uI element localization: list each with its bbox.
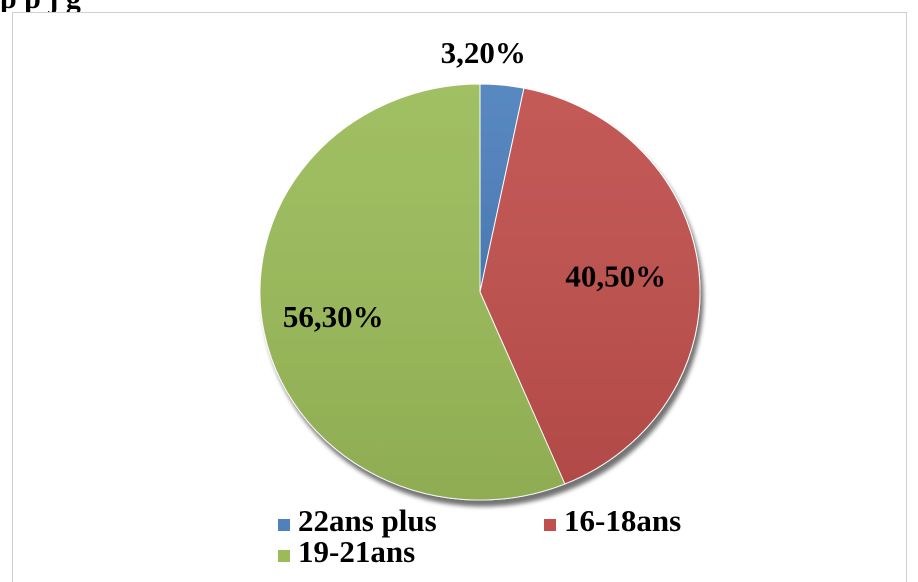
legend-item: 22ans plus [278,503,437,538]
pie-slice-shading [260,84,565,500]
pie-slice-label: 56,30% [283,299,384,334]
legend-label: 22ans plus [298,503,437,538]
pie-slice-label: 3,20% [441,35,526,70]
legend: 22ans plus 16-18ans 19-21ans [278,503,681,569]
chart-frame [12,12,907,582]
legend-label: 19-21ans [298,534,415,569]
legend-swatch [544,519,556,531]
top-caption: p p j g [0,0,918,12]
legend-swatch [278,550,290,562]
pie-chart: 3,20% 40,50% 56,30% 22ans plus 16-18ans 19-2… [259,35,701,569]
pie-slice-labels: 3,20% 40,50% 56,30% [283,35,666,334]
pie-slices [259,83,701,501]
legend-label: 16-18ans [564,503,681,538]
pie-slice-label: 40,50% [565,259,666,294]
legend-item: 16-18ans [544,503,681,538]
legend-swatch [278,519,290,531]
legend-item: 19-21ans [278,534,415,569]
pie-slice-shading [480,88,701,484]
